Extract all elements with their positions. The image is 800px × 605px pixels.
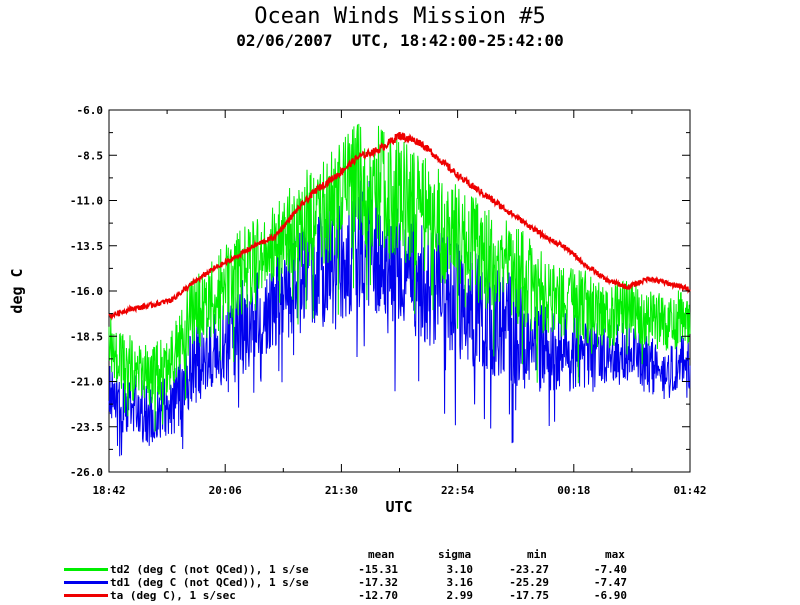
legend-max-ta: -6.90 (593, 589, 627, 602)
legend-row-td1: td1 (deg C (not QCed)), 1 s/se -17.32 3.… (0, 576, 800, 589)
legend-col-min: min (527, 548, 547, 561)
legend-max-td2: -7.40 (593, 563, 627, 576)
legend-swatch-ta (64, 594, 108, 597)
chart-title: Ocean Winds Mission #5 (254, 4, 546, 29)
legend-sigma-ta: 2.99 (446, 589, 474, 602)
legend-sigma-td1: 3.16 (446, 576, 474, 589)
x-tick-label: 01:42 (673, 484, 706, 497)
series-line-td2 (108, 123, 691, 432)
y-tick-label: -18.5 (70, 330, 103, 343)
x-tick-label: 18:42 (92, 484, 125, 497)
series-line-td1 (108, 180, 691, 457)
legend-sigma-td2: 3.10 (446, 563, 474, 576)
y-tick-label: -26.0 (70, 466, 103, 479)
legend-mean-td1: -17.32 (358, 576, 398, 589)
x-tick-label: 00:18 (557, 484, 590, 497)
y-tick-label: -8.5 (77, 149, 104, 162)
y-tick-label: -21.0 (70, 376, 103, 389)
y-tick-label: -13.5 (70, 240, 103, 253)
legend-swatch-td2 (64, 568, 108, 571)
y-tick-label: -11.0 (70, 195, 103, 208)
y-axis-label: deg C (8, 268, 26, 313)
x-axis-label: UTC (385, 498, 412, 516)
legend-min-td2: -23.27 (509, 563, 549, 576)
legend-mean-td2: -15.31 (358, 563, 398, 576)
series-line-ta (108, 131, 691, 321)
legend-min-td1: -25.29 (509, 576, 549, 589)
x-tick-label: 22:54 (441, 484, 474, 497)
legend-swatch-td1 (64, 581, 108, 584)
legend-col-max: max (605, 548, 625, 561)
x-tick-label: 20:06 (209, 484, 242, 497)
series-layer (108, 123, 691, 457)
legend-col-sigma: sigma (438, 548, 472, 561)
chart-subtitle: 02/06/2007 UTC, 18:42:00-25:42:00 (236, 31, 564, 50)
x-tick-label: 21:30 (325, 484, 358, 497)
legend-row-ta: ta (deg C), 1 s/sec -12.70 2.99 -17.75 -… (0, 589, 800, 602)
legend-row-td2: td2 (deg C (not QCed)), 1 s/se -15.31 3.… (0, 563, 800, 576)
legend-max-td1: -7.47 (593, 576, 627, 589)
y-tick-label: -23.5 (70, 421, 103, 434)
legend-label-td1: td1 (deg C (not QCed)), 1 s/se (110, 576, 309, 589)
legend-col-mean: mean (368, 548, 395, 561)
y-tick-label: -6.0 (77, 104, 104, 117)
legend-min-ta: -17.75 (509, 589, 549, 602)
y-tick-label: -16.0 (70, 285, 103, 298)
axes-layer: -6.0 -8.5 -11.0 -13.5 -16.0 -18.5 -21.0 -23.5 -2… (70, 104, 707, 497)
legend-table: mean sigma min max td2 (deg C (not QCed)… (0, 548, 800, 604)
legend-mean-ta: -12.70 (358, 589, 398, 602)
legend-label-ta: ta (deg C), 1 s/sec (110, 589, 236, 602)
legend-label-td2: td2 (deg C (not QCed)), 1 s/se (110, 563, 309, 576)
